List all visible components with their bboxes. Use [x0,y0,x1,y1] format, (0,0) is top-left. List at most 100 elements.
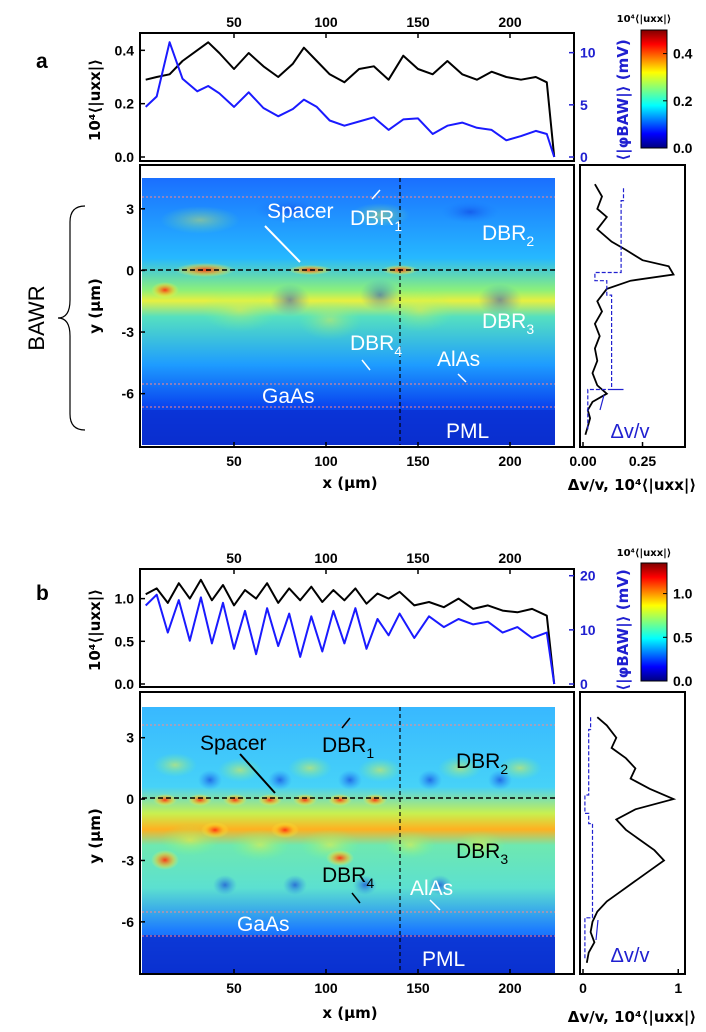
bawr-label: BAWR [24,285,49,350]
panel-a-top-xtick-2: 150 [406,14,430,30]
panel-b-strain-profile [585,716,677,963]
panel-b-top-y2tick-1: 10 [580,622,596,638]
panel-a-ylabel: y (μm) [86,278,104,333]
panel-b-series-0 [145,578,556,685]
panel-a-top-frame [139,32,575,162]
panel-a-pml-label: PML [446,420,489,443]
panel-a-top-lines [145,41,556,158]
panel-a-side-frame [579,164,686,448]
panel-b-hm-xtick-3: 200 [498,980,522,996]
panel-a-colorbar [640,29,668,149]
panel-b-alas-label: AlAs [410,877,453,900]
panel-a-cb-tick-1: 0.2 [673,93,693,109]
panel-b-cb-tick-1: 0.5 [673,629,693,645]
panel-b-hm-ytick-2: -3 [122,852,135,868]
panel-b-top-xtick-3: 200 [498,550,522,566]
panel-b-top-xtick-1: 100 [314,550,338,566]
panel-a-dvv-pointer [599,394,605,411]
panel-b-series-1 [144,593,556,685]
bawr-brace [57,205,86,431]
panel-a-xlabel: x (μm) [322,474,377,492]
panel-b-heatmap-ticks: 50 100 150 200 3 0 -3 -6 [122,730,522,996]
panel-b-hm-xtick-1: 100 [314,980,338,996]
panel-a-top-ylabel: 10⁴⟨|uxx|⟩ [86,59,105,141]
panel-b-top-y2label: ⟨|φBAW|⟩ (mV) [614,569,633,691]
panel-a-cb-tick-2: 0.0 [673,140,693,156]
panel-a-top-y2label: ⟨|φBAW|⟩ (mV) [614,39,633,161]
panel-b-top-lines [144,578,556,685]
panel-a-top-ytick-1: 0.2 [115,96,135,112]
panel-a-strain-profile [584,183,675,435]
panel-b-dvv-profile [584,717,594,959]
panel-b-cb-tick-2: 0.0 [673,673,693,689]
panel-b-dbr2-label: DBR2 [456,750,508,777]
panel-a-gaas-label: GaAs [262,385,315,408]
panel-b-pml-label: PML [422,948,465,971]
panel-b-top-ticks: 50 100 150 200 0.0 0.5 1.0 0 10 20 [115,550,596,692]
panel-a-top-ticks: 50 100 150 200 0.0 0.2 0.4 0 5 10 [115,14,596,165]
panel-a-dvv-profile [587,188,625,431]
panel-b-gaas-label: GaAs [237,913,290,936]
panel-a-heatmap [142,178,555,445]
panel-b-hm-ytick-1: 0 [126,791,134,807]
panel-a-side-xlabel: Δv/v, 10⁴⟨|uxx|⟩ [568,476,696,495]
panel-a-top-y2tick-0: 0 [580,149,588,165]
panel-a-hm-xtick-0: 50 [226,453,242,469]
panel-a-hm-xtick-1: 100 [314,453,338,469]
panel-a-hm-xtick-2: 150 [406,453,430,469]
panel-a-label: a [36,50,48,73]
panel-a-side-plot: 0.00 0.25 [569,183,675,469]
panel-b-heatmap [142,707,555,973]
panel-b-heatmap-frame [139,691,575,975]
panel-a-top-xtick-3: 200 [498,14,522,30]
panel-a-dbr2-label: DBR2 [482,222,534,249]
panel-b-top-ytick-1: 0.5 [115,633,135,649]
panel-b-colorbar [640,562,668,682]
panel-b-ylabel: y (μm) [86,808,104,863]
panel-b-hm-ytick-0: 3 [126,730,134,746]
panel-a-alas-label: AlAs [437,348,480,371]
panel-b-dbr4-label: DBR4 [322,864,374,891]
panel-a-dvv-label: Δv/v [611,421,650,443]
panel-b-dbr3-label: DBR3 [456,840,508,867]
panel-b-top-ytick-2: 1.0 [115,591,135,607]
panel-b-top-y2tick-2: 20 [580,568,596,584]
panel-a-hm-ytick-2: -3 [122,324,135,340]
panel-a-hm-ytick-1: 0 [126,262,134,278]
panel-a-top-ytick-0: 0.0 [115,149,135,165]
panel-b-top-ylabel: 10⁴⟨|uxx|⟩ [86,589,105,671]
panel-b-spacer-label: Spacer [200,732,267,755]
panel-a-dbr1-label: DBR1 [350,207,402,234]
panel-a-series-1 [145,41,556,158]
panel-a-side-xtick-0: 0.00 [569,453,596,469]
panel-a-top-y2tick-1: 5 [580,97,588,113]
panel-a-spacer-label: Spacer [267,200,334,223]
panel-b-side-xtick-1: 1 [674,980,682,996]
panel-b-top-ytick-0: 0.0 [115,676,135,692]
panel-a-heatmap-ticks: 50 100 150 200 3 0 -3 -6 [122,201,522,469]
panel-b-top-frame [139,568,575,688]
panel-b-dvv-label: Δv/v [611,945,650,967]
panel-a-series-0 [145,41,556,158]
panel-b-colorbar-title: 10⁴⟨|uxx|⟩ [617,548,672,559]
panel-b-top-xtick-2: 150 [406,550,430,566]
panel-b-hm-ytick-3: -6 [122,914,135,930]
panel-a: a 50 100 150 200 0.0 0.2 0.4 0 5 10 10⁴⟨|uxx|⟩ ⟨|… [24,14,696,495]
panel-a-hm-xtick-3: 200 [498,453,522,469]
panel-a-heatmap-frame [139,164,575,448]
panel-a-side-xtick-1: 0.25 [629,453,656,469]
panel-a-hm-ytick-0: 3 [126,201,134,217]
panel-b-side-xlabel: Δv/v, 10⁴⟨|uxx|⟩ [568,1008,696,1027]
panel-b-xlabel: x (μm) [322,1004,377,1022]
panel-a-dbr3-label: DBR3 [482,310,534,337]
panel-a-cb-tick-0: 0.4 [673,46,693,62]
panel-b-cb-tick-0: 1.0 [673,586,693,602]
panel-a-top-xtick-0: 50 [226,14,242,30]
panel-b-colorbar-ticks: 1.0 0.5 0.0 [663,586,693,689]
panel-b-side-frame [579,691,686,975]
panel-b-top-xtick-0: 50 [226,550,242,566]
panel-a-dbr4-label: DBR4 [350,332,402,359]
